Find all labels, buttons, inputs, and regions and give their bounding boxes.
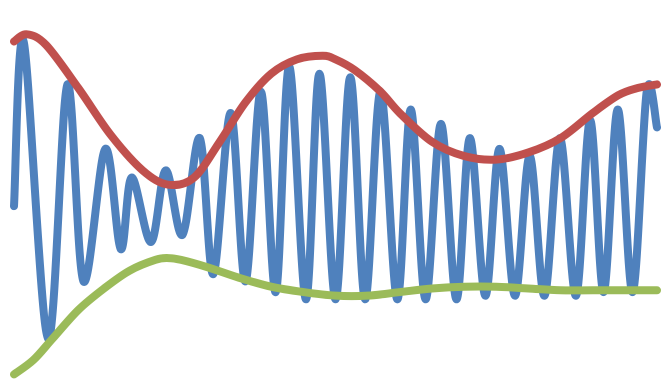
green-lower-envelope-line [10, 254, 661, 379]
red-upper-envelope-line [10, 30, 661, 190]
series-layer [10, 30, 661, 379]
